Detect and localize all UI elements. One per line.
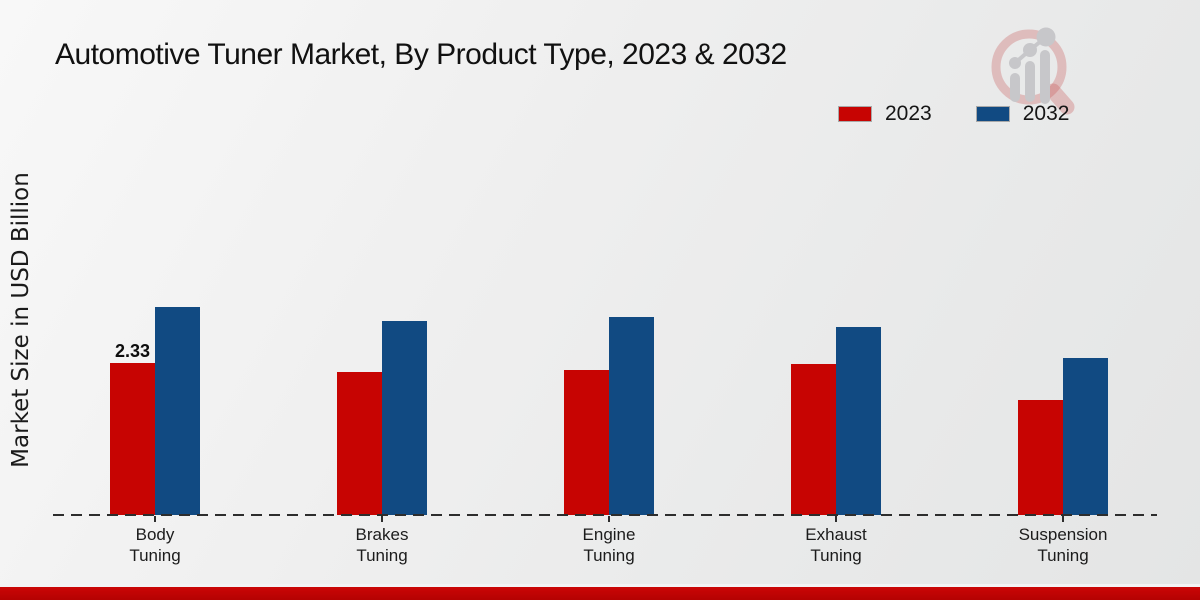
bar-2023-body-tuning [110,363,155,515]
legend-swatch-2023 [838,106,872,122]
plot-area: 2.33 [110,307,1108,515]
bar-2032-engine-tuning [609,317,654,515]
axis-tick-body-tuning [154,516,156,522]
category-label-engine-tuning: Engine Tuning [582,525,636,566]
bar-2032-exhaust-tuning [836,327,881,515]
bar-2032-suspension-tuning [1063,358,1108,515]
legend-item-2023: 2023 [838,102,932,126]
category-label-brakes-tuning: Brakes Tuning [355,525,409,566]
bar-2023-brakes-tuning [337,372,382,515]
axis-tick-engine-tuning [608,516,610,522]
axis-tick-brakes-tuning [381,516,383,522]
legend-label: 2032 [1022,102,1070,125]
legend: 2023 2032 [838,102,1069,126]
bar-2023-suspension-tuning [1018,400,1063,515]
market-research-magnifier-logo [991,27,1075,115]
bar-value-label-2023-body-tuning: 2.33 [114,341,151,361]
bar-2023-exhaust-tuning [791,364,836,515]
growth-bars-glyph [1009,27,1056,104]
bar-2023-engine-tuning [564,370,609,515]
axis-tick-suspension-tuning [1062,516,1064,522]
legend-item-2032: 2032 [975,102,1070,126]
footer-red-strip [0,584,1200,600]
magnifier-handle [1045,83,1075,115]
legend-swatch-2032 [975,106,1010,122]
bar-2032-body-tuning [155,307,200,515]
legend-label: 2023 [885,102,932,125]
bar-2032-brakes-tuning [382,321,427,515]
chart-title: Automotive Tuner Market, By Product Type… [55,38,787,71]
category-label-body-tuning: Body Tuning [129,525,181,566]
category-label-suspension-tuning: Suspension Tuning [1018,525,1108,566]
x-axis-dashed-baseline [53,514,1157,516]
category-label-exhaust-tuning: Exhaust Tuning [805,525,867,566]
axis-tick-exhaust-tuning [835,516,837,522]
